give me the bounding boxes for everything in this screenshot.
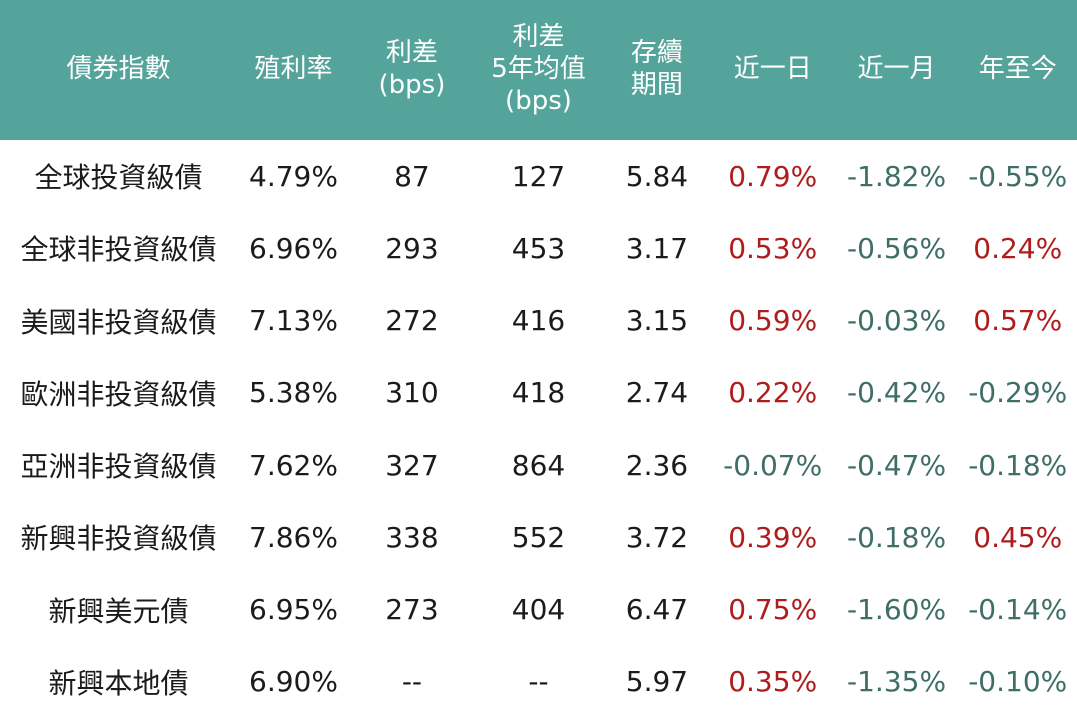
duration-value: 2.74 [625,376,689,410]
bond-index-name: 歐洲非投資級債 [20,377,217,411]
spread-value: 272 [385,304,439,338]
yield-value: 4.79% [249,159,338,193]
yield-value: 6.90% [249,665,338,699]
yield-value: 7.86% [249,520,338,554]
bond-index-name: 新興本地債 [48,666,189,700]
spread-value: 273 [385,593,439,627]
change-1m-value: -0.56% [847,231,947,265]
col-header-change-ytd: 年至今 [958,0,1077,140]
change-ytd-value: -0.14% [968,593,1068,627]
header-row: 債券指數 殖利率 利差 (bps) 利差 5年均值 (bps) 存續 期間 近一… [0,0,1077,140]
change-1d-value: 0.53% [728,231,818,265]
change-1m-value: -0.03% [847,304,947,338]
table-row: 全球投資級債 4.79% 87 127 5.84 0.79% -1.82% -0… [0,140,1077,212]
change-ytd-value: -0.29% [968,376,1068,410]
change-1m-value: -0.42% [847,376,947,410]
duration-value: 6.47 [625,593,689,627]
duration-value: 3.17 [625,231,689,265]
bond-index-name: 全球投資級債 [34,161,203,195]
yield-value: 7.13% [249,304,338,338]
table-row: 亞洲非投資級債 7.62% 327 864 2.36 -0.07% -0.47%… [0,429,1077,501]
change-ytd-value: 0.24% [973,231,1063,265]
table-row: 歐洲非投資級債 5.38% 310 418 2.74 0.22% -0.42% … [0,357,1077,429]
change-1m-value: -1.60% [847,593,947,627]
col-header-bond-index: 債券指數 [0,0,237,140]
spread-value: 327 [385,448,439,482]
col-header-spread-5y-avg: 利差 5年均值 (bps) [473,0,604,140]
bond-index-name: 新興美元債 [48,594,189,628]
spread-avg-value: 127 [511,159,566,193]
bond-index-name: 全球非投資級債 [20,233,217,267]
change-1m-value: -1.82% [847,159,947,193]
table-body: 全球投資級債 4.79% 87 127 5.84 0.79% -1.82% -0… [0,140,1077,718]
table-row: 美國非投資級債 7.13% 272 416 3.15 0.59% -0.03% … [0,285,1077,357]
change-1d-value: 0.75% [728,593,818,627]
change-1d-value: 0.22% [728,376,818,410]
change-1d-value: 0.39% [728,520,818,554]
yield-value: 5.38% [249,376,338,410]
yield-value: 7.62% [249,448,338,482]
spread-avg-value: 864 [511,448,566,482]
bond-index-name: 美國非投資級債 [20,305,217,339]
change-1m-value: -0.47% [847,448,947,482]
spread-value: 338 [385,520,439,554]
spread-avg-value: 416 [511,304,566,338]
change-1d-value: -0.07% [723,448,823,482]
spread-value: 293 [385,231,439,265]
change-1m-value: -1.35% [847,665,947,699]
change-ytd-value: -0.10% [968,665,1068,699]
yield-value: 6.96% [249,231,338,265]
spread-value: -- [401,665,423,699]
duration-value: 5.97 [625,665,689,699]
col-header-change-1d: 近一日 [710,0,835,140]
col-header-change-1m: 近一月 [834,0,959,140]
change-1m-value: -0.18% [847,520,947,554]
bond-index-name: 新興非投資級債 [20,522,217,556]
spread-avg-value: 552 [511,520,566,554]
change-ytd-value: 0.45% [973,520,1063,554]
spread-value: 87 [394,159,430,193]
spread-avg-value: -- [528,665,549,699]
table-row: 全球非投資級債 6.96% 293 453 3.17 0.53% -0.56% … [0,212,1077,284]
spread-avg-value: 404 [511,593,566,627]
duration-value: 3.72 [625,520,689,554]
spread-avg-value: 453 [511,231,566,265]
duration-value: 5.84 [625,159,689,193]
col-header-yield: 殖利率 [236,0,351,140]
yield-value: 6.95% [249,593,338,627]
duration-value: 3.15 [625,304,689,338]
table-row: 新興非投資級債 7.86% 338 552 3.72 0.39% -0.18% … [0,501,1077,573]
col-header-duration: 存續 期間 [603,0,711,140]
table-header: 債券指數 殖利率 利差 (bps) 利差 5年均值 (bps) 存續 期間 近一… [0,0,1077,140]
spread-avg-value: 418 [511,376,566,410]
table-row: 新興美元債 6.95% 273 404 6.47 0.75% -1.60% -0… [0,574,1077,646]
change-ytd-value: -0.18% [968,448,1068,482]
change-ytd-value: 0.57% [973,304,1063,338]
duration-value: 2.36 [625,448,689,482]
change-1d-value: 0.59% [728,304,818,338]
change-1d-value: 0.35% [728,665,818,699]
spread-value: 310 [385,376,439,410]
change-ytd-value: -0.55% [968,159,1068,193]
col-header-spread-bps: 利差 (bps) [350,0,474,140]
table-row: 新興本地債 6.90% -- -- 5.97 0.35% -1.35% -0.1… [0,646,1077,718]
bond-index-name: 亞洲非投資級債 [20,450,217,484]
change-1d-value: 0.79% [728,159,818,193]
